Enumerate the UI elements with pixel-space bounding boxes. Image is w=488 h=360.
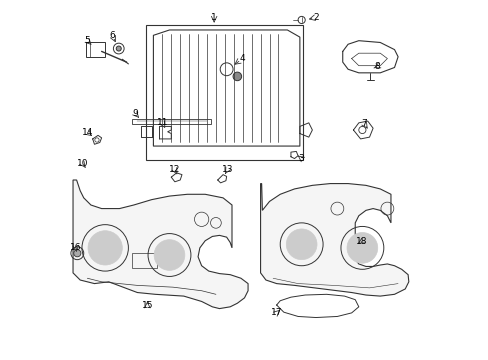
- Text: 13: 13: [221, 166, 233, 175]
- Polygon shape: [260, 184, 408, 296]
- Text: 16: 16: [70, 243, 81, 252]
- Text: 9: 9: [132, 109, 138, 118]
- Text: 11: 11: [156, 118, 168, 127]
- Text: 5: 5: [84, 36, 90, 45]
- Circle shape: [233, 72, 241, 81]
- Text: 3: 3: [298, 154, 304, 163]
- Circle shape: [346, 233, 377, 263]
- Text: 18: 18: [355, 237, 366, 246]
- Text: 10: 10: [77, 159, 88, 168]
- Text: 4: 4: [240, 54, 245, 63]
- Text: 15: 15: [142, 301, 153, 310]
- Text: 2: 2: [312, 13, 318, 22]
- Polygon shape: [73, 180, 247, 309]
- Text: 12: 12: [169, 166, 180, 175]
- Text: 17: 17: [270, 309, 282, 318]
- Text: 1: 1: [211, 13, 217, 22]
- Text: 7: 7: [361, 119, 366, 128]
- Text: 6: 6: [109, 31, 115, 40]
- Text: 14: 14: [82, 129, 94, 138]
- Circle shape: [88, 231, 122, 265]
- Circle shape: [154, 240, 184, 270]
- Circle shape: [74, 249, 81, 257]
- Circle shape: [285, 229, 316, 260]
- Bar: [132, 119, 210, 123]
- Bar: [85, 42, 105, 57]
- Text: 8: 8: [374, 62, 380, 71]
- Bar: [132, 253, 157, 267]
- Bar: [146, 24, 303, 160]
- Circle shape: [116, 46, 121, 51]
